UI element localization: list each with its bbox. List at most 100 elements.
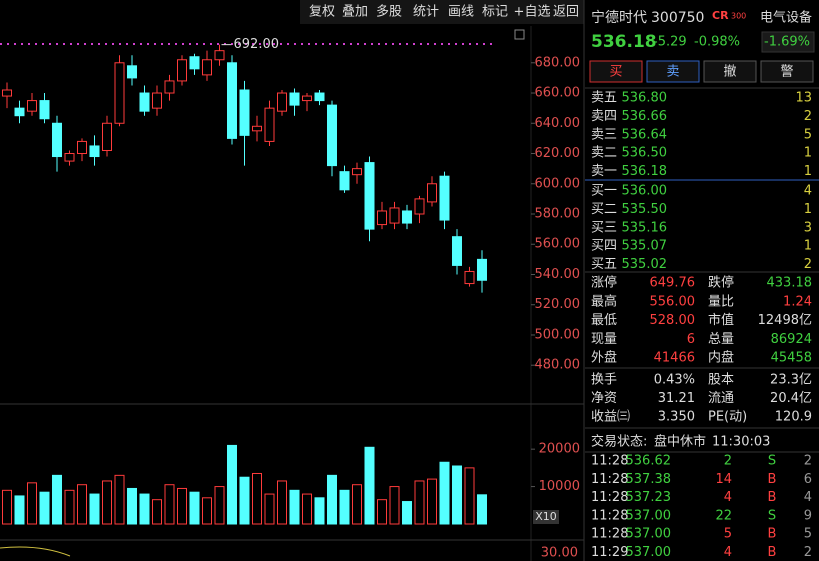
order-price: 535.07 <box>622 239 668 254</box>
indicator-line <box>0 546 71 557</box>
candle-body <box>89 145 100 158</box>
order-volume: 13 <box>795 91 812 106</box>
trade-price: 537.00 <box>626 508 672 523</box>
volume-bar <box>252 472 262 525</box>
stock-code: 300750 <box>651 10 704 26</box>
order-price: 536.64 <box>622 127 668 142</box>
candle-body <box>452 236 462 266</box>
volume-bar <box>177 487 187 525</box>
stat-value: 3.350 <box>658 410 695 425</box>
stat-label: PE(动) <box>708 410 747 425</box>
stat-value: 86924 <box>771 332 812 347</box>
candle-body <box>277 92 287 112</box>
order-label: 卖三 <box>591 127 617 142</box>
trade-time: 11:28 <box>591 472 628 487</box>
volume-bar <box>77 484 87 525</box>
candle-body <box>152 92 162 109</box>
y-tick-label: 20000 <box>539 442 580 457</box>
candle-body <box>14 107 25 117</box>
trade-volume: 14 <box>715 472 732 487</box>
volume-bar <box>214 486 225 525</box>
candle-body <box>27 100 37 112</box>
y-tick-label: 560.00 <box>535 237 581 252</box>
stat-value: 649.76 <box>650 276 696 291</box>
toolbar-button: +自选 <box>514 5 551 20</box>
trade-button[interactable] <box>589 60 643 83</box>
trade-button[interactable] <box>703 60 757 83</box>
toolbar-button: 画线 <box>448 5 474 20</box>
trade-button-label: 卖 <box>666 65 679 80</box>
order-volume: 4 <box>804 184 812 199</box>
trade-side: B <box>768 527 777 542</box>
candle-body <box>402 210 412 224</box>
order-price: 536.00 <box>622 184 668 199</box>
volume-bar <box>64 489 75 525</box>
volume-unit: X10 <box>535 510 557 523</box>
stat-label: 外盘 <box>591 350 617 366</box>
volume-bar <box>39 491 50 525</box>
trade-volume: 2 <box>724 454 732 469</box>
volume-bar <box>227 444 237 525</box>
stat-label: 跌停 <box>708 275 734 291</box>
volume-bar <box>364 446 375 525</box>
y-tick-label: 600.00 <box>535 176 581 191</box>
y-tick-label: 620.00 <box>535 146 581 161</box>
trade-price: 537.00 <box>626 527 672 542</box>
y-tick-label: 500.00 <box>535 327 581 342</box>
candle-body <box>339 171 350 191</box>
order-label: 买五 <box>591 257 617 272</box>
toolbar-button: 叠加 <box>342 5 368 20</box>
volume-bar <box>439 461 450 525</box>
candle-body <box>389 207 400 224</box>
sector-box <box>761 31 815 53</box>
status-label: 交易状态: <box>591 434 647 450</box>
trade-price: 537.38 <box>626 472 672 487</box>
candle-body <box>64 153 75 162</box>
candle-body <box>327 104 337 167</box>
trade-time: 11:29 <box>591 545 628 560</box>
volume-bar <box>89 493 100 525</box>
candle-body <box>139 92 150 112</box>
order-label: 买二 <box>591 202 617 217</box>
trade-button[interactable] <box>646 60 700 83</box>
volume-bar <box>427 478 437 525</box>
volume-bar <box>152 499 162 525</box>
trade-button[interactable] <box>760 60 814 83</box>
stat-value: 23.3亿 <box>770 373 812 388</box>
volume-bar <box>202 497 212 525</box>
candle-body <box>314 92 325 102</box>
candle-body <box>289 92 300 106</box>
trade-side: B <box>768 472 777 487</box>
candle-body <box>114 62 125 124</box>
volume-bar <box>102 480 112 525</box>
stat-label: 换手 <box>591 373 617 388</box>
stat-value: 31.21 <box>658 391 695 406</box>
stat-label: 量比 <box>708 294 734 309</box>
stat-value: 0.43% <box>654 373 695 388</box>
y-tick-label: 540.00 <box>535 267 581 282</box>
order-price: 535.02 <box>622 257 668 272</box>
candle-body <box>39 100 50 120</box>
candle-body <box>302 95 312 102</box>
order-volume: 3 <box>804 220 812 235</box>
trade-time: 11:28 <box>591 508 628 523</box>
expand-icon[interactable] <box>514 29 525 40</box>
trade-time: 11:28 <box>591 454 628 469</box>
trade-price: 537.23 <box>626 490 672 505</box>
candle-body <box>239 89 250 136</box>
stat-value: 433.18 <box>767 276 813 291</box>
candle-body <box>164 80 175 94</box>
price-change-pct: -0.98% <box>694 35 740 50</box>
trade-count: 2 <box>804 454 812 469</box>
order-volume: 2 <box>804 109 812 124</box>
volume-bar <box>352 484 362 525</box>
trade-volume: 4 <box>724 545 732 560</box>
volume-bar <box>277 480 287 525</box>
order-price: 536.80 <box>622 91 668 106</box>
candle-body <box>252 125 262 132</box>
order-label: 卖二 <box>591 146 617 161</box>
volume-bar <box>402 501 412 525</box>
max-annotation: 692.00 <box>234 37 280 52</box>
order-label: 卖四 <box>591 109 617 124</box>
